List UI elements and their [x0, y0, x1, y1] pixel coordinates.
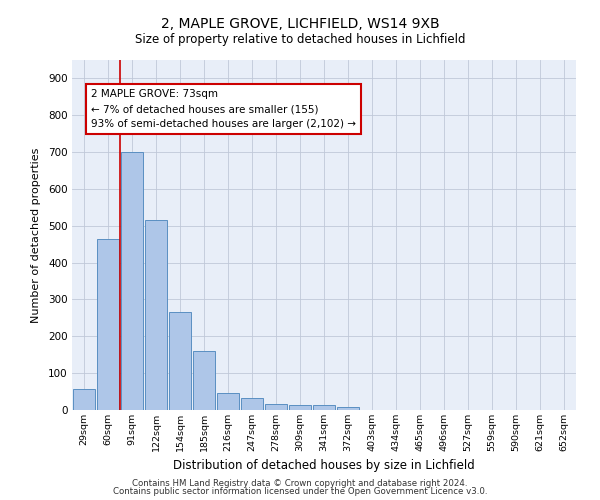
Bar	[193, 351, 215, 410]
Bar	[265, 404, 287, 410]
Text: Contains HM Land Registry data © Crown copyright and database right 2024.: Contains HM Land Registry data © Crown c…	[132, 478, 468, 488]
Bar	[73, 388, 95, 410]
Bar	[121, 152, 143, 410]
Bar	[313, 405, 335, 410]
Text: Size of property relative to detached houses in Lichfield: Size of property relative to detached ho…	[135, 32, 465, 46]
X-axis label: Distribution of detached houses by size in Lichfield: Distribution of detached houses by size …	[173, 460, 475, 472]
Text: 2, MAPLE GROVE, LICHFIELD, WS14 9XB: 2, MAPLE GROVE, LICHFIELD, WS14 9XB	[161, 18, 439, 32]
Bar	[169, 312, 191, 410]
Bar	[337, 408, 359, 410]
Y-axis label: Number of detached properties: Number of detached properties	[31, 148, 41, 322]
Bar	[217, 394, 239, 410]
Bar	[241, 398, 263, 410]
Bar	[97, 238, 119, 410]
Text: 2 MAPLE GROVE: 73sqm
← 7% of detached houses are smaller (155)
93% of semi-detac: 2 MAPLE GROVE: 73sqm ← 7% of detached ho…	[91, 90, 356, 129]
Bar	[289, 405, 311, 410]
Bar	[145, 220, 167, 410]
Text: Contains public sector information licensed under the Open Government Licence v3: Contains public sector information licen…	[113, 487, 487, 496]
